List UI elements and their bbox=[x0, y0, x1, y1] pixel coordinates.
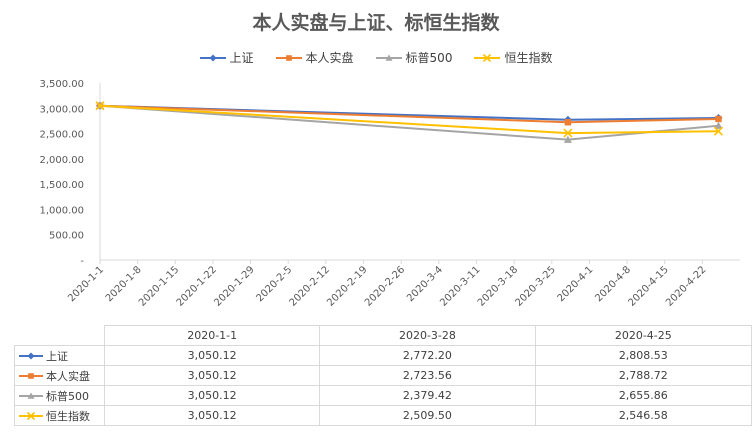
chart-title: 本人实盘与上证、标恒生指数 bbox=[252, 12, 500, 34]
legend: 上证 本人实盘 标普500 恒生指数 bbox=[0, 49, 752, 66]
legend-item: 恒生指数 bbox=[474, 49, 552, 66]
table-value-cell: 3,050.12 bbox=[104, 385, 321, 406]
legend-swatch-icon bbox=[474, 53, 501, 62]
series-3 bbox=[95, 101, 724, 138]
data-table: 2020-1-1 2020-3-28 2020-4-25 上证 3,050.12 2,7… bbox=[13, 325, 752, 426]
table-value-cell: 2,379.42 bbox=[319, 385, 536, 406]
table-column-header: 2020-3-28 bbox=[319, 325, 536, 346]
table-column-header: 2020-1-1 bbox=[104, 325, 321, 346]
y-tick-label: 1,500.00 bbox=[39, 180, 84, 191]
table-row: 上证 3,050.12 2,772.20 2,808.53 bbox=[13, 345, 752, 366]
y-tick-label: 2,500.00 bbox=[39, 130, 84, 141]
table-series-cell: 恒生指数 bbox=[13, 405, 106, 426]
x-tick-label: 2020-2-5 bbox=[254, 264, 294, 304]
table-value-cell: 3,050.12 bbox=[104, 345, 321, 366]
x-tick-label: 2020-3-25 bbox=[514, 264, 558, 308]
series-swatch-icon bbox=[19, 352, 43, 359]
legend-swatch-icon bbox=[275, 54, 302, 61]
table-series-name: 上证 bbox=[46, 349, 68, 363]
table-value-cell: 2,546.58 bbox=[534, 405, 752, 426]
table-row: 标普500 3,050.12 2,379.42 2,655.86 bbox=[13, 385, 752, 406]
x-tick-label: 2020-2-26 bbox=[363, 264, 407, 308]
legend-item: 上证 bbox=[199, 49, 254, 66]
table-column-header: 2020-4-25 bbox=[534, 325, 752, 346]
table-value-cell: 2,788.72 bbox=[534, 365, 752, 386]
x-tick-label: 2020-1-1 bbox=[66, 264, 106, 304]
x-tick-label: 2020-1-8 bbox=[104, 264, 144, 304]
table-series-cell: 本人实盘 bbox=[13, 365, 106, 386]
legend-swatch-icon bbox=[199, 54, 226, 61]
data-point bbox=[714, 121, 723, 129]
y-tick-label: 3,000.00 bbox=[39, 104, 84, 115]
legend-label: 上证 bbox=[229, 51, 254, 65]
table-series-name: 本人实盘 bbox=[46, 369, 90, 383]
data-point bbox=[563, 128, 573, 138]
series-1 bbox=[96, 102, 722, 126]
y-tick-label: 2,000.00 bbox=[39, 155, 84, 166]
table-value-cell: 3,050.12 bbox=[104, 365, 321, 386]
table-series-name: 恒生指数 bbox=[46, 409, 90, 423]
table-row: 本人实盘 3,050.12 2,723.56 2,788.72 bbox=[13, 365, 752, 386]
series-swatch-icon bbox=[19, 372, 43, 379]
data-point bbox=[564, 119, 572, 126]
legend-item: 标普500 bbox=[375, 49, 453, 66]
legend-label: 标普500 bbox=[405, 51, 453, 65]
y-tick-label: - bbox=[80, 256, 84, 267]
x-tick-label: 2020-4-8 bbox=[593, 264, 633, 304]
table-series-cell: 标普500 bbox=[13, 385, 106, 406]
legend-swatch-icon bbox=[375, 54, 402, 61]
data-point bbox=[715, 115, 722, 123]
series-swatch-icon bbox=[19, 411, 43, 420]
legend-label: 本人实盘 bbox=[305, 51, 354, 65]
table-row: 恒生指数 3,050.12 2,509.50 2,546.58 bbox=[13, 405, 752, 426]
table-value-cell: 2,509.50 bbox=[319, 405, 536, 426]
y-tick-label: 1,000.00 bbox=[39, 205, 84, 216]
legend-label: 恒生指数 bbox=[504, 51, 553, 65]
table-series-name: 标普500 bbox=[46, 389, 89, 403]
x-tick-label: 2020-4-22 bbox=[664, 264, 708, 308]
x-tick-label: 2020-3-4 bbox=[405, 264, 445, 304]
table-header-row: 2020-1-1 2020-3-28 2020-4-25 bbox=[14, 325, 752, 346]
table-corner-cell bbox=[14, 325, 106, 346]
table-series-cell: 上证 bbox=[13, 345, 106, 366]
data-point bbox=[563, 135, 572, 143]
x-tick-label: 2020-4-1 bbox=[556, 264, 596, 304]
table-value-cell: 3,050.12 bbox=[104, 405, 321, 426]
data-point bbox=[713, 126, 724, 136]
table-value-cell: 2,772.20 bbox=[319, 345, 536, 366]
y-tick-label: 500.00 bbox=[49, 231, 84, 242]
table-value-cell: 2,723.56 bbox=[319, 365, 536, 386]
legend-item: 本人实盘 bbox=[275, 49, 354, 66]
data-point bbox=[95, 101, 105, 111]
series-swatch-icon bbox=[19, 392, 43, 399]
y-tick-label: 3,500.00 bbox=[39, 79, 84, 90]
x-tick-label: 2020-1-29 bbox=[212, 264, 256, 308]
table-value-cell: 2,808.53 bbox=[534, 345, 752, 366]
table-value-cell: 2,655.86 bbox=[534, 385, 752, 406]
